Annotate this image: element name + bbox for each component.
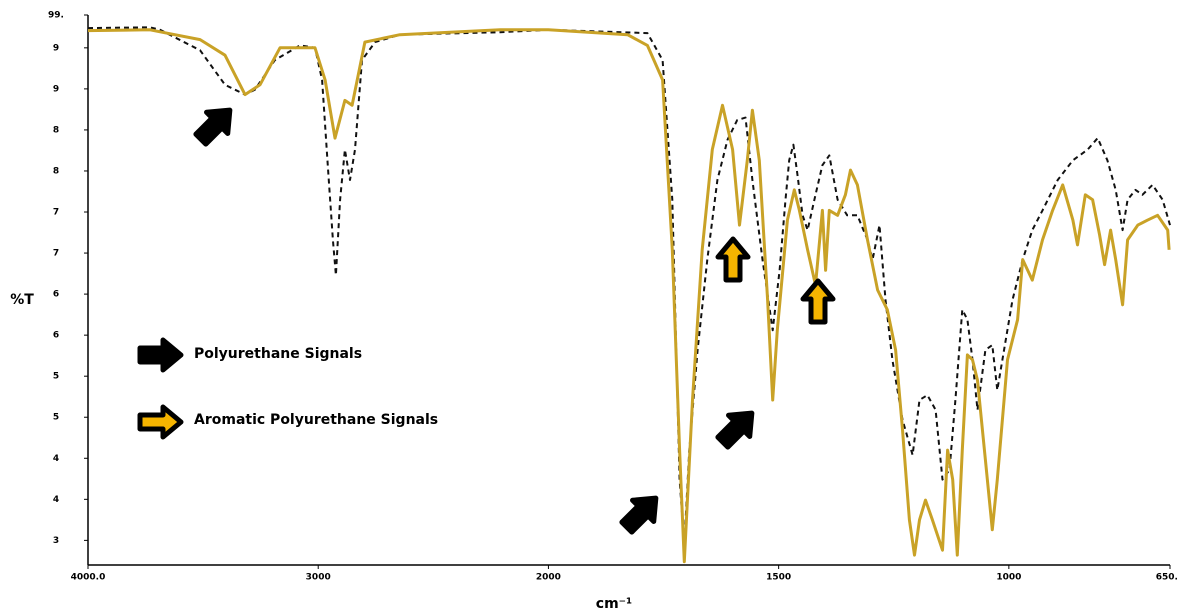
- y-tick-label: 8: [53, 166, 59, 176]
- y-tick-label: 8: [53, 125, 59, 135]
- y-tick-label: 5: [53, 372, 59, 382]
- y-tick-label: 5: [53, 413, 59, 423]
- y-tick-label: 99.: [48, 11, 64, 21]
- x-tick-label: 3000: [306, 573, 331, 583]
- y-tick-label: 9: [53, 43, 59, 53]
- arrow: [190, 100, 240, 150]
- arrow: [616, 488, 666, 538]
- y-tick-label: 6: [53, 331, 59, 341]
- legend-arrow: [140, 340, 181, 370]
- arrow: [718, 239, 748, 280]
- y-tick-label: 7: [53, 249, 59, 259]
- x-tick-label: 4000.0: [71, 573, 106, 583]
- y-tick-label: 7: [53, 208, 59, 218]
- x-tick-label: 650.0: [1156, 573, 1178, 583]
- y-tick-label: 9: [53, 84, 59, 94]
- y-tick-label: 4: [53, 495, 59, 505]
- legend-arrow: [140, 407, 181, 437]
- x-tick-label: 1500: [766, 573, 791, 583]
- annotation: Aromatic Polyurethane Signals: [194, 412, 438, 428]
- y-tick-label: 3: [53, 536, 59, 546]
- spectrum-line: [87, 26, 1171, 546]
- x-tick-label: 1000: [996, 573, 1021, 583]
- y-axis-title: %T: [10, 292, 34, 308]
- arrow: [803, 281, 833, 322]
- x-axis-title: cm⁻¹: [596, 596, 632, 612]
- y-tick-label: 6: [53, 290, 59, 300]
- annotation: Polyurethane Signals: [194, 346, 362, 362]
- arrow: [712, 403, 762, 453]
- y-tick-label: 4: [53, 454, 59, 464]
- x-tick-label: 2000: [536, 573, 561, 583]
- spectrum-line: [87, 28, 1171, 564]
